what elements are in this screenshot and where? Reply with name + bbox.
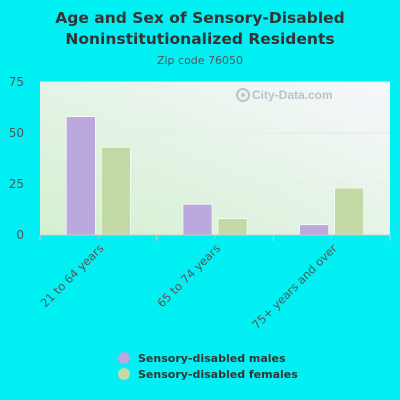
bar-males [299, 224, 329, 236]
bar-females [334, 187, 364, 236]
x-tick-label: 75+ years and over [249, 241, 340, 332]
legend-swatch-males [118, 352, 130, 364]
legend-label-females: Sensory-disabled females [138, 367, 298, 381]
watermark-icon [236, 88, 250, 102]
plot-area [40, 82, 390, 235]
y-tick-label: 50 [9, 126, 24, 140]
watermark: City-Data.com [236, 88, 333, 102]
x-tick-label: 21 to 64 years [38, 241, 107, 310]
chart-title-line-2: Noninstitutionalized Residents [65, 30, 335, 48]
legend-item-males: Sensory-disabled males [118, 350, 298, 366]
y-tick-label: 75 [9, 75, 24, 89]
y-tick-label: 25 [9, 177, 24, 191]
chart-title: Age and Sex of Sensory-Disabled Noninsti… [0, 8, 400, 50]
bar-males [66, 116, 96, 236]
legend-swatch-females [118, 368, 130, 380]
chart-subtitle: Zip code 76050 [156, 54, 244, 67]
bar-females [217, 218, 248, 236]
chart-title-line-1: Age and Sex of Sensory-Disabled [55, 9, 345, 27]
watermark-text: City-Data.com [252, 88, 333, 102]
x-tick-label: 65 to 74 years [154, 241, 223, 310]
y-tick-label: 0 [16, 228, 24, 242]
bar-females [101, 146, 131, 236]
legend: Sensory-disabled males Sensory-disabled … [118, 350, 298, 382]
legend-item-females: Sensory-disabled females [118, 366, 298, 382]
bar-males [182, 204, 213, 236]
legend-label-males: Sensory-disabled males [138, 351, 286, 365]
